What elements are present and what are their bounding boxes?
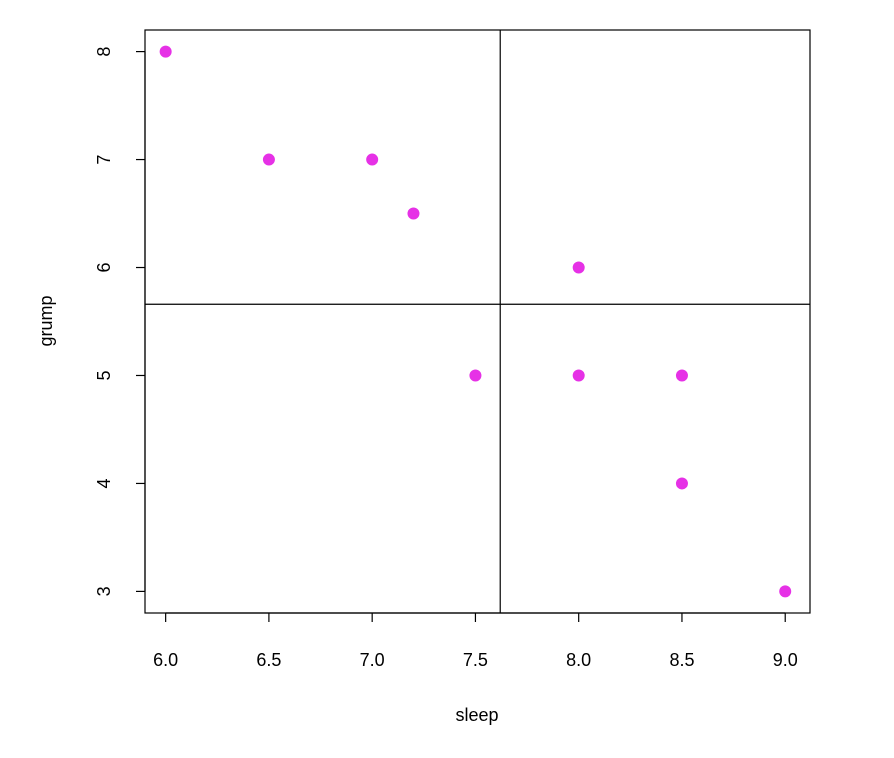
plot-frame xyxy=(144,29,811,614)
data-point xyxy=(262,153,275,166)
x-tick-label: 6.5 xyxy=(256,650,281,670)
y-tick-label: 3 xyxy=(94,586,114,596)
x-tick-label: 6.0 xyxy=(153,650,178,670)
x-axis-title: sleep xyxy=(455,705,498,725)
x-tick-label: 7.5 xyxy=(463,650,488,670)
data-point xyxy=(159,45,172,58)
y-tick-label: 6 xyxy=(94,263,114,273)
data-points xyxy=(159,45,792,598)
y-axis-title: grump xyxy=(36,295,56,346)
data-point xyxy=(779,585,792,598)
data-point xyxy=(469,369,482,382)
data-point xyxy=(675,477,688,490)
y-tick-label: 4 xyxy=(94,478,114,488)
data-point xyxy=(366,153,379,166)
data-point xyxy=(675,369,688,382)
y-tick-label: 5 xyxy=(94,370,114,380)
y-tick-label: 7 xyxy=(94,155,114,165)
x-tick-label: 7.0 xyxy=(360,650,385,670)
x-axis: 6.0 6.5 7.0 7.5 8.0 8.5 9.0 xyxy=(153,612,798,670)
x-tick-label: 8.5 xyxy=(669,650,694,670)
data-point xyxy=(572,369,585,382)
y-tick-label: 8 xyxy=(94,47,114,57)
x-tick-label: 8.0 xyxy=(566,650,591,670)
data-point xyxy=(407,207,420,220)
y-axis: 3 4 5 6 7 8 xyxy=(94,47,146,596)
data-point xyxy=(572,261,585,274)
reference-lines xyxy=(145,30,810,613)
x-tick-label: 9.0 xyxy=(773,650,798,670)
